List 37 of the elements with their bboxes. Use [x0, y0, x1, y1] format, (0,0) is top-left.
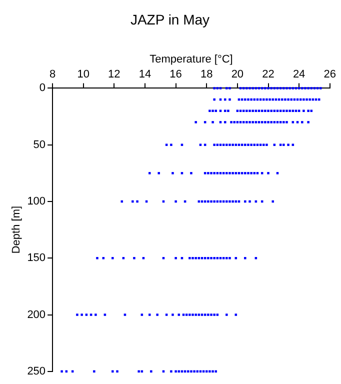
chart-title: JAZP in May	[130, 11, 210, 28]
point	[198, 256, 200, 260]
point	[122, 256, 125, 260]
y-tick-label: 200	[27, 308, 46, 321]
point	[205, 370, 208, 373]
point	[222, 256, 225, 260]
y-tick-label: 150	[27, 252, 46, 264]
y-tick-label: 100	[27, 196, 46, 208]
point	[216, 256, 219, 260]
x-tick-label: 14	[138, 68, 152, 81]
x-tick-label: 22	[262, 68, 274, 81]
y-tick-label: 250	[27, 365, 46, 378]
point	[219, 256, 222, 260]
y-tick-label: 50	[33, 138, 46, 151]
x-tick-label: 8	[49, 68, 56, 81]
point	[102, 256, 105, 260]
y-tick-label: 0	[39, 82, 46, 94]
x-tick-label: 10	[77, 68, 90, 81]
point	[142, 256, 145, 260]
point	[162, 256, 165, 260]
x-tick-label: 18	[200, 68, 213, 81]
x-tick-label: 16	[170, 68, 182, 81]
x-tick-label: 24	[292, 68, 306, 81]
point	[180, 256, 184, 260]
x-tick-label: 26	[324, 68, 336, 81]
point	[280, 98, 284, 101]
x-tick-label: 12	[108, 68, 120, 81]
point	[272, 98, 274, 101]
x-axis-title: Temperature [°C]	[150, 53, 233, 66]
point	[204, 256, 206, 260]
point	[200, 256, 204, 260]
point	[196, 370, 199, 373]
point	[272, 200, 274, 203]
y-axis-title: Depth [m]	[10, 206, 23, 254]
point	[234, 256, 238, 260]
point	[254, 256, 258, 260]
x-tick-label: 20	[231, 68, 244, 81]
